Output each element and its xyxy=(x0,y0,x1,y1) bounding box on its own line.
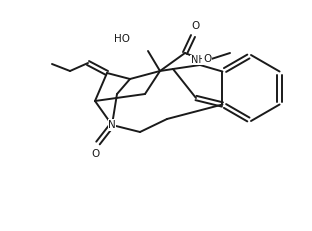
Text: O: O xyxy=(203,54,211,64)
Text: N: N xyxy=(108,120,116,130)
Text: NH: NH xyxy=(191,55,205,65)
Text: O: O xyxy=(92,149,100,159)
Text: HO: HO xyxy=(114,34,130,44)
Text: O: O xyxy=(191,21,199,31)
